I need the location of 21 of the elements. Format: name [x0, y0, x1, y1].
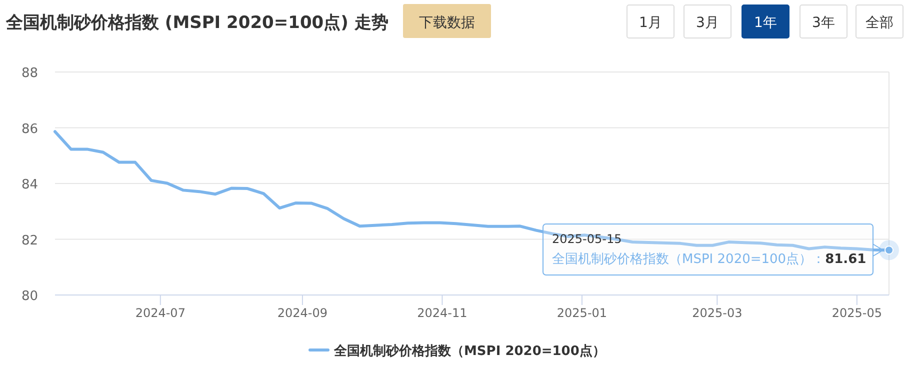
- text: 全部: [866, 15, 894, 31]
- y-tick-label: 88: [21, 66, 38, 81]
- annotation: 全国机制砂价格指数（MSPI 2020=100点）：81.61: [552, 252, 866, 267]
- y-tick-label: 82: [21, 233, 38, 248]
- x-tick-label: 2025-01: [556, 306, 608, 320]
- x-tick-label: 2024-09: [277, 306, 328, 320]
- text: 下载数据: [419, 15, 475, 31]
- y-tick-label: 86: [21, 122, 38, 137]
- text: 3年: [812, 15, 835, 31]
- annotation: 2025-05-15: [552, 232, 622, 246]
- x-tick-label: 2025-03: [692, 306, 742, 320]
- text: 3月: [696, 15, 719, 31]
- legend-label: 全国机制砂价格指数（MSPI 2020=100点）: [333, 343, 606, 359]
- y-tick-label: 80: [21, 289, 38, 304]
- chart-title: 全国机制砂价格指数 (MSPI 2020=100点) 走势: [5, 13, 388, 33]
- x-tick-label: 2024-11: [417, 306, 468, 320]
- x-tick-label: 2025-05: [832, 306, 882, 320]
- y-tick-label: 84: [21, 178, 38, 192]
- x-tick-label: 2024-07: [135, 306, 186, 320]
- text: 1年: [754, 15, 777, 31]
- text: 1月: [639, 15, 662, 31]
